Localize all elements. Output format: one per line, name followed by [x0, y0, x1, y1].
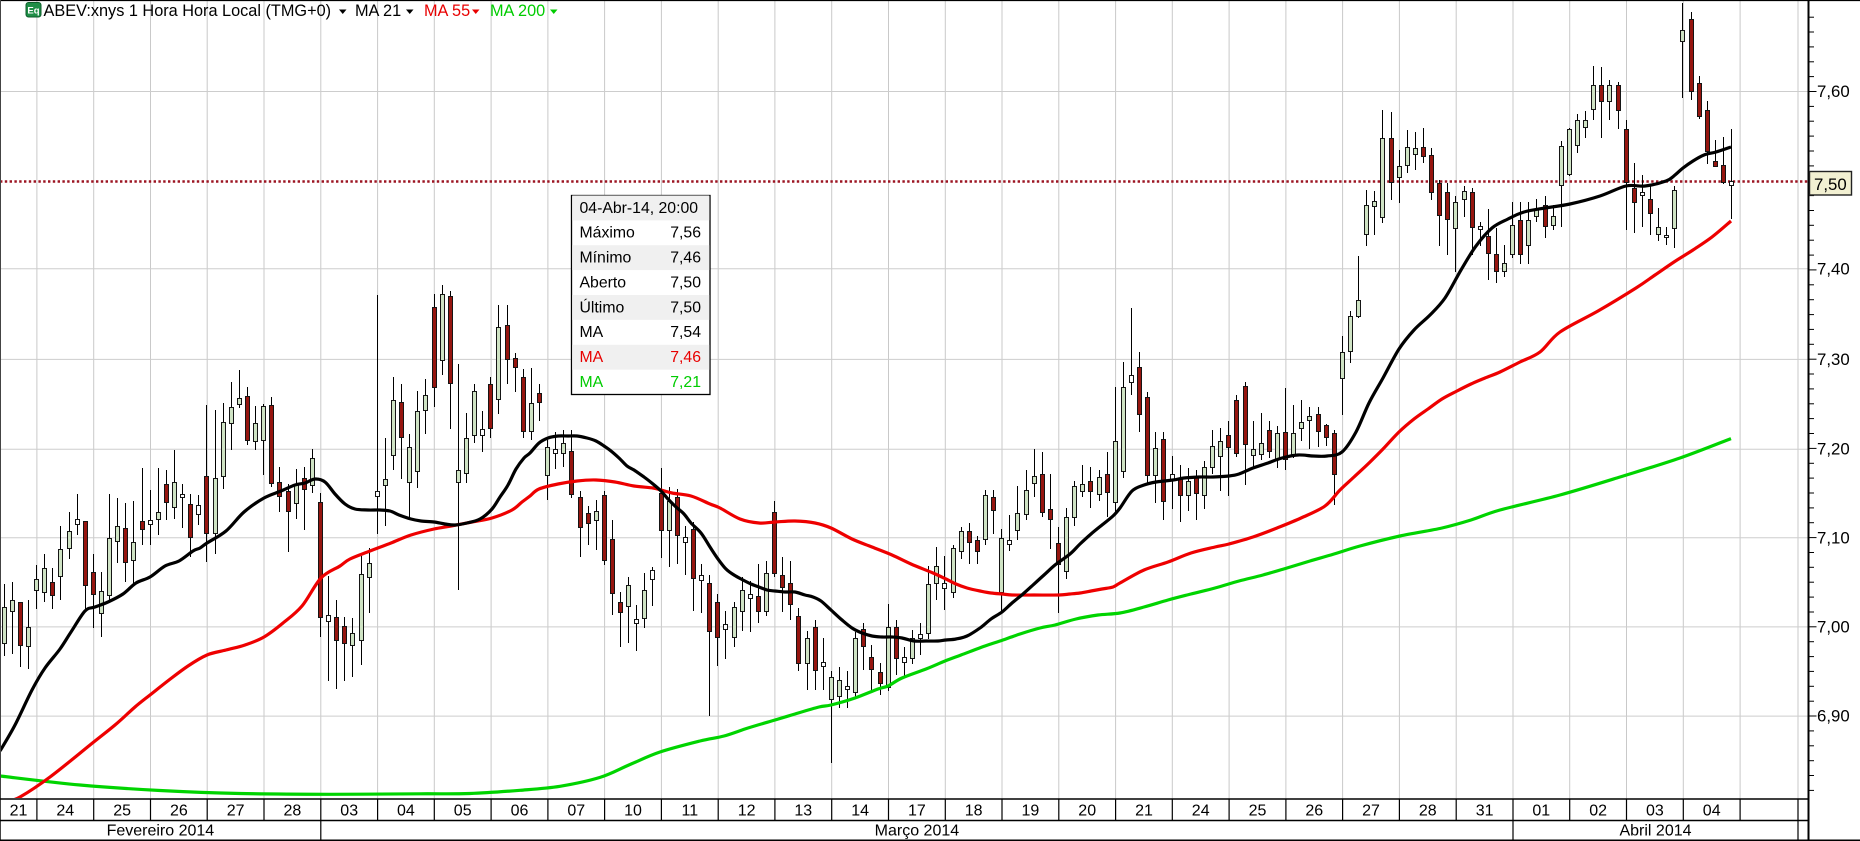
svg-text:05: 05 [454, 803, 472, 820]
svg-text:27: 27 [1362, 803, 1380, 820]
svg-text:7,40: 7,40 [1817, 259, 1850, 278]
svg-text:Março 2014: Março 2014 [875, 823, 960, 840]
svg-text:02: 02 [1589, 803, 1607, 820]
svg-text:21: 21 [10, 803, 28, 820]
svg-text:7,46: 7,46 [670, 349, 701, 366]
svg-text:03: 03 [340, 803, 358, 820]
svg-text:7,50: 7,50 [670, 274, 701, 291]
svg-text:24: 24 [1192, 803, 1210, 820]
svg-text:Último: Último [580, 297, 625, 316]
svg-text:04-Abr-14, 20:00: 04-Abr-14, 20:00 [580, 200, 699, 217]
svg-text:Abril 2014: Abril 2014 [1619, 823, 1691, 840]
svg-text:25: 25 [1249, 803, 1267, 820]
svg-text:7,54: 7,54 [670, 324, 701, 341]
svg-text:Mínimo: Mínimo [580, 250, 632, 267]
svg-text:28: 28 [284, 803, 302, 820]
svg-text:7,20: 7,20 [1817, 440, 1850, 459]
svg-text:28: 28 [1419, 803, 1437, 820]
svg-text:18: 18 [965, 803, 983, 820]
svg-text:Máximo: Máximo [580, 225, 636, 242]
svg-text:MA 21: MA 21 [355, 2, 401, 20]
svg-text:07: 07 [567, 803, 585, 820]
svg-text:MA: MA [580, 349, 604, 366]
svg-text:MA: MA [580, 374, 604, 391]
svg-text:7,10: 7,10 [1817, 528, 1850, 547]
svg-text:12: 12 [738, 803, 756, 820]
svg-text:19: 19 [1022, 803, 1040, 820]
svg-text:04: 04 [397, 803, 415, 820]
svg-text:11: 11 [681, 803, 698, 820]
svg-text:04: 04 [1703, 803, 1721, 820]
svg-text:7,60: 7,60 [1817, 82, 1850, 101]
svg-text:7,46: 7,46 [670, 250, 701, 267]
svg-text:MA: MA [580, 324, 604, 341]
svg-text:14: 14 [851, 803, 869, 820]
svg-text:7,30: 7,30 [1817, 350, 1850, 369]
svg-text:26: 26 [1305, 803, 1323, 820]
svg-text:13: 13 [794, 803, 812, 820]
svg-text:01: 01 [1532, 803, 1550, 820]
svg-text:7,50: 7,50 [670, 299, 701, 316]
svg-text:7,50: 7,50 [1814, 175, 1847, 194]
svg-text:24: 24 [56, 803, 74, 820]
svg-text:MA 200: MA 200 [490, 2, 545, 20]
svg-text:7,56: 7,56 [670, 225, 701, 242]
svg-text:27: 27 [227, 803, 245, 820]
svg-text:17: 17 [908, 803, 926, 820]
svg-text:Fevereiro 2014: Fevereiro 2014 [107, 823, 215, 840]
svg-text:21: 21 [1135, 803, 1153, 820]
svg-text:31: 31 [1476, 803, 1494, 820]
svg-text:Eq: Eq [27, 6, 39, 17]
svg-text:10: 10 [624, 803, 642, 820]
svg-text:7,00: 7,00 [1817, 617, 1850, 636]
svg-text:06: 06 [511, 803, 529, 820]
svg-text:6,90: 6,90 [1817, 707, 1850, 726]
svg-text:Aberto: Aberto [580, 274, 627, 291]
svg-text:25: 25 [113, 803, 131, 820]
svg-text:20: 20 [1078, 803, 1096, 820]
svg-text:7,21: 7,21 [670, 374, 701, 391]
svg-text:26: 26 [170, 803, 188, 820]
svg-text:03: 03 [1646, 803, 1664, 820]
svg-text:MA 55: MA 55 [424, 2, 470, 20]
svg-text:ABEV:xnys 1 Hora Hora Local (T: ABEV:xnys 1 Hora Hora Local (TMG+0) [44, 2, 332, 20]
